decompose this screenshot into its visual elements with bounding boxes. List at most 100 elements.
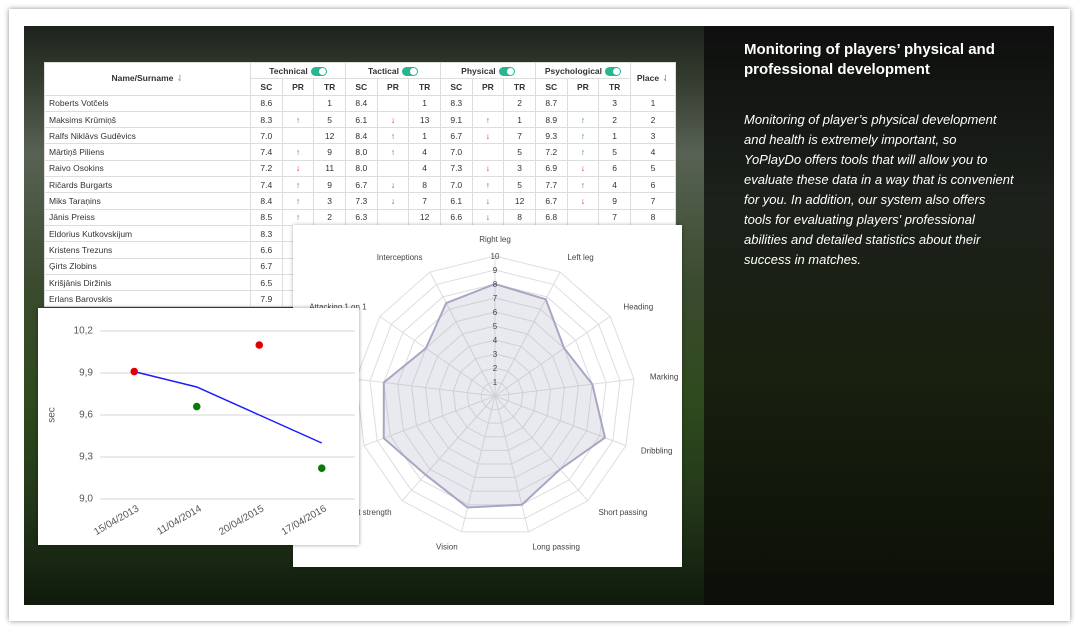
cell: ↓ <box>471 127 505 145</box>
grid-ring <box>452 353 538 438</box>
cell: 1 <box>630 94 676 112</box>
cell: 8 <box>503 208 536 226</box>
group-title: Tactical <box>367 65 399 76</box>
line-chart: 9,0 9,3 9,6 9,9 10,2 sec 15/04/2013 11/04/2014 2… <box>47 326 355 538</box>
player-row: Mārtiņš Piliens 7.4 ↑ 9 8.0 ↑ 4 7.0 5 7.2 ↑ 5 4 <box>44 143 676 161</box>
toggle[interactable] <box>310 66 327 76</box>
sub-header: PR <box>376 78 410 96</box>
cell: 7.2 <box>250 159 283 178</box>
spoke <box>494 395 529 533</box>
cell: ↓ <box>376 192 410 210</box>
trend-line <box>134 370 323 444</box>
r-tick-label: 8 <box>493 280 498 289</box>
group-title: Psychological <box>544 65 603 76</box>
axis-label: Left leg <box>567 253 593 262</box>
axis-label: Vision <box>436 543 458 552</box>
cell: 7.0 <box>250 127 283 145</box>
cell: ↓ <box>566 192 600 210</box>
cell: 6.6 <box>250 241 283 259</box>
group-header: Tactical <box>344 61 441 80</box>
grid-ring <box>424 325 566 465</box>
cell: 5 <box>503 143 536 161</box>
sub-header: TR <box>598 78 631 96</box>
cell <box>566 208 600 226</box>
cell: 6.7 <box>534 192 568 210</box>
cell: 12 <box>313 127 346 145</box>
data-point <box>255 341 264 349</box>
place-header: Place ⇃ <box>630 62 676 96</box>
r-tick-label: 2 <box>493 364 498 373</box>
cell: 4 <box>408 159 441 178</box>
cell: ↓ <box>376 110 410 129</box>
spoke <box>429 271 496 397</box>
cell: 8.0 <box>344 159 378 178</box>
cell: 1 <box>598 127 631 145</box>
cell: 7 <box>598 208 631 226</box>
player-name: Ģirts Zlobins <box>44 257 251 275</box>
cell: 5 <box>313 110 346 129</box>
spoke <box>461 395 496 533</box>
cell: 6 <box>598 159 631 178</box>
r-tick-label: 7 <box>493 294 498 303</box>
cell: 7 <box>503 127 536 145</box>
table: Name/Surname ⇃ Technical Tactical Physical Ps… <box>44 61 676 308</box>
cell <box>281 94 315 112</box>
player-row: Roberts Votčels 8.6 1 8.4 1 8.3 2 8.7 3 1 <box>44 94 676 112</box>
data-point <box>192 402 201 411</box>
cell: ↑ <box>566 127 600 145</box>
line-chart-card: 9,0 9,3 9,6 9,9 10,2 sec 15/04/2013 11/04/2014 2… <box>38 308 359 545</box>
r-tick-label: 9 <box>493 266 498 275</box>
cell: 7.7 <box>534 176 568 194</box>
toggle[interactable] <box>498 66 515 76</box>
cell <box>281 127 315 145</box>
header-text: Place <box>636 73 660 84</box>
data-point <box>317 464 326 472</box>
sort-icon: ⇃ <box>662 73 670 84</box>
cell: 6.5 <box>250 273 283 292</box>
player-name: Krišjānis Diržinis <box>44 273 251 292</box>
cell <box>566 94 600 112</box>
grid-ring <box>480 381 510 411</box>
cell: 12 <box>503 192 536 210</box>
player-name: Kristens Trezuns <box>44 241 251 259</box>
cell: 6.8 <box>534 208 568 226</box>
cell: 6.3 <box>344 208 378 226</box>
cell <box>471 94 505 112</box>
grid-ring <box>397 297 593 492</box>
cell: 5 <box>598 143 631 161</box>
cell: 8.9 <box>534 110 568 129</box>
axis-label: Dribbling <box>641 446 673 455</box>
spoke <box>494 316 611 397</box>
players-table: Name/Surname ⇃ Technical Tactical Physical Ps… <box>44 61 676 308</box>
cell: 3 <box>598 94 631 112</box>
spoke <box>355 378 496 397</box>
player-name: Eldorius Kutkovskijum <box>44 224 251 243</box>
cell <box>376 208 410 226</box>
cell: 2 <box>503 94 536 112</box>
group-header: Technical <box>250 61 346 80</box>
sub-header-row: SC PR TR SC PR TR SC PR TR SC PR TR <box>45 78 676 96</box>
sub-header: SC <box>534 78 568 96</box>
grid-ring <box>466 367 524 424</box>
cell: 8 <box>408 176 441 194</box>
cell: 7.2 <box>534 143 568 161</box>
cell: 6.7 <box>344 176 378 194</box>
cell: 5 <box>503 176 536 194</box>
x-tick-label: 20/04/2015 <box>217 503 266 538</box>
cell: 9 <box>313 143 346 161</box>
group-header: Psychological <box>534 61 632 80</box>
cell: 8.4 <box>344 127 378 145</box>
spoke <box>401 395 496 502</box>
toggle[interactable] <box>605 66 622 76</box>
cell: ↑ <box>281 176 315 194</box>
cell: 12 <box>408 208 441 226</box>
cell: ↑ <box>566 110 600 129</box>
group-title: Technical <box>269 65 308 76</box>
cell: 9 <box>598 192 631 210</box>
grid-ring <box>383 283 607 506</box>
cell: ↓ <box>471 192 505 210</box>
y-axis-label: sec <box>47 407 58 423</box>
y-tick-label: 9,0 <box>79 494 93 505</box>
toggle[interactable] <box>401 66 418 76</box>
info-panel: Monitoring of players’ physical and prof… <box>704 26 1054 605</box>
